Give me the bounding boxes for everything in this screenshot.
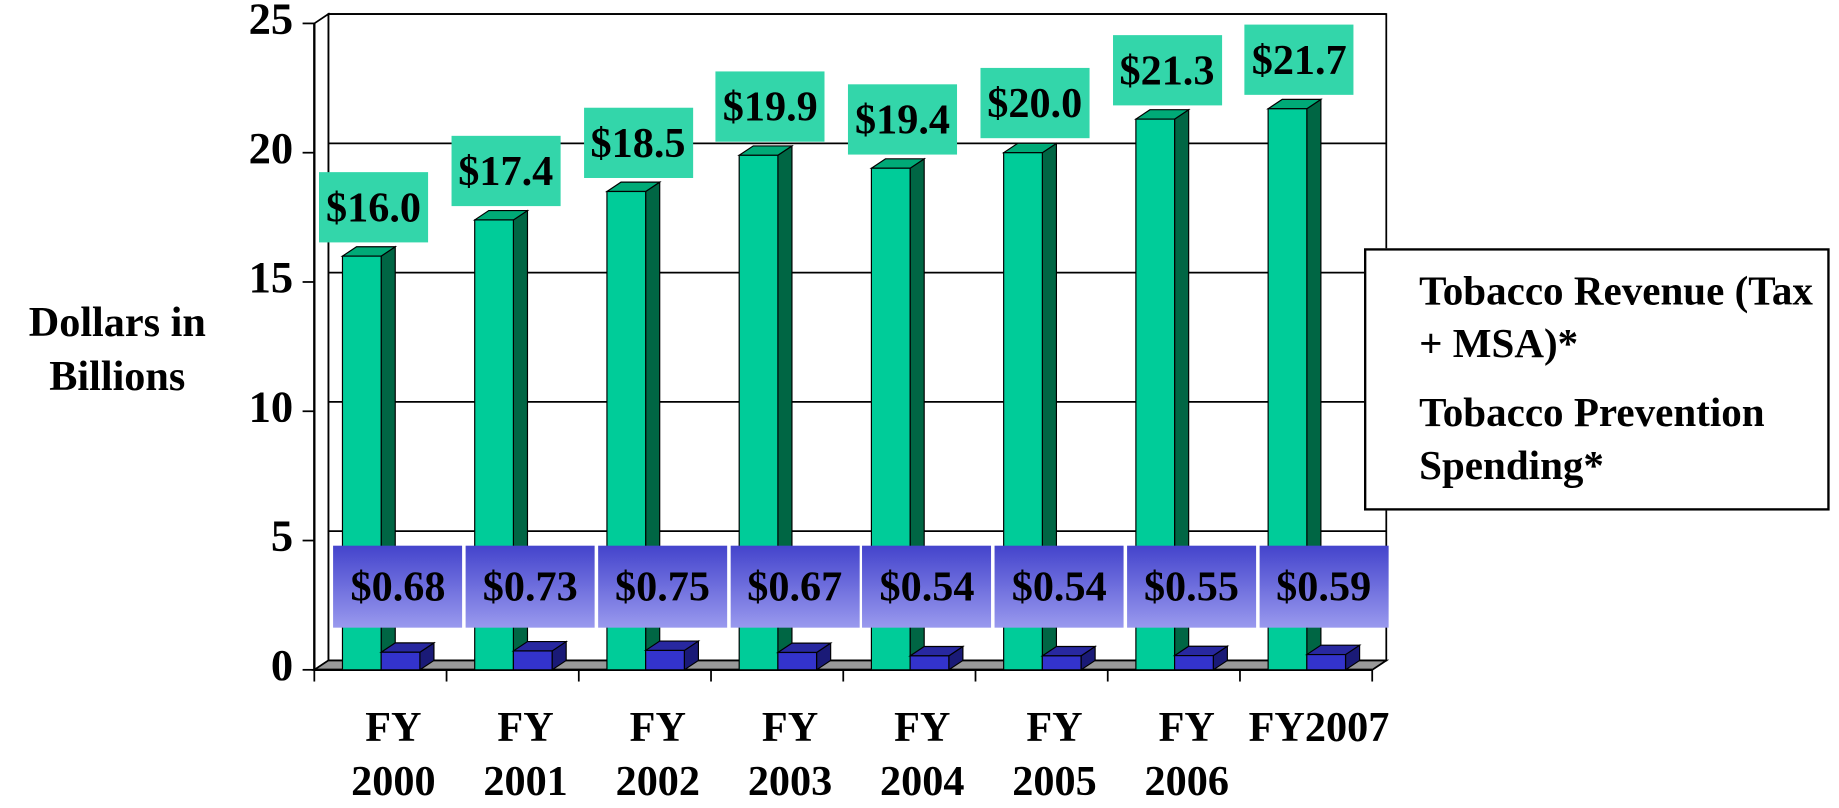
value-label: $0.67 <box>730 545 860 628</box>
x-tick-label: FY 2002 <box>615 703 701 805</box>
value-label: $0.54 <box>994 545 1124 628</box>
legend-label: Tobacco Revenue (Tax + MSA)* <box>1419 268 1813 367</box>
y-tick-label: 15 <box>249 252 294 302</box>
bar <box>1174 655 1214 671</box>
bar <box>1041 655 1082 671</box>
x-tick-label: FY 2004 <box>880 703 965 805</box>
value-label: $0.68 <box>333 545 463 628</box>
y-axis-title: Dollars in Billions <box>28 298 206 400</box>
bar <box>512 650 553 671</box>
bar <box>380 651 421 671</box>
value-label: $17.4 <box>451 135 561 206</box>
value-label: $0.54 <box>862 545 992 628</box>
x-tick-label: FY2007 <box>1248 703 1390 751</box>
value-label: $21.3 <box>1112 34 1222 106</box>
value-label: $20.0 <box>980 68 1090 139</box>
value-label: $21.7 <box>1244 24 1354 95</box>
value-label: $18.5 <box>583 107 693 178</box>
value-label: $19.4 <box>847 83 958 155</box>
bar <box>909 655 950 671</box>
y-tick-label: 0 <box>271 640 293 690</box>
y-tick-label: 10 <box>249 382 294 432</box>
bar <box>777 651 818 671</box>
legend <box>1364 248 1830 511</box>
value-label: $0.55 <box>1126 545 1256 628</box>
x-tick-label: FY 2006 <box>1144 703 1229 805</box>
x-tick-label: FY 2005 <box>1012 703 1097 805</box>
value-label: $0.75 <box>597 545 728 628</box>
bar <box>1306 653 1347 671</box>
value-label: $16.0 <box>319 171 429 243</box>
y-tick-label: 20 <box>249 123 294 173</box>
x-tick-label: FY 2000 <box>351 703 436 805</box>
x-tick-label: FY 2001 <box>483 703 568 805</box>
y-tick-label: 25 <box>249 0 294 44</box>
x-tick-label: FY 2003 <box>747 703 833 805</box>
bar <box>645 649 685 671</box>
value-label: $0.73 <box>465 545 595 628</box>
legend-label: Tobacco Prevention Spending* <box>1419 389 1765 489</box>
value-label: $0.59 <box>1259 545 1389 628</box>
y-tick-label: 5 <box>271 511 293 561</box>
value-label: $19.9 <box>715 70 825 142</box>
side-wall <box>313 12 330 672</box>
